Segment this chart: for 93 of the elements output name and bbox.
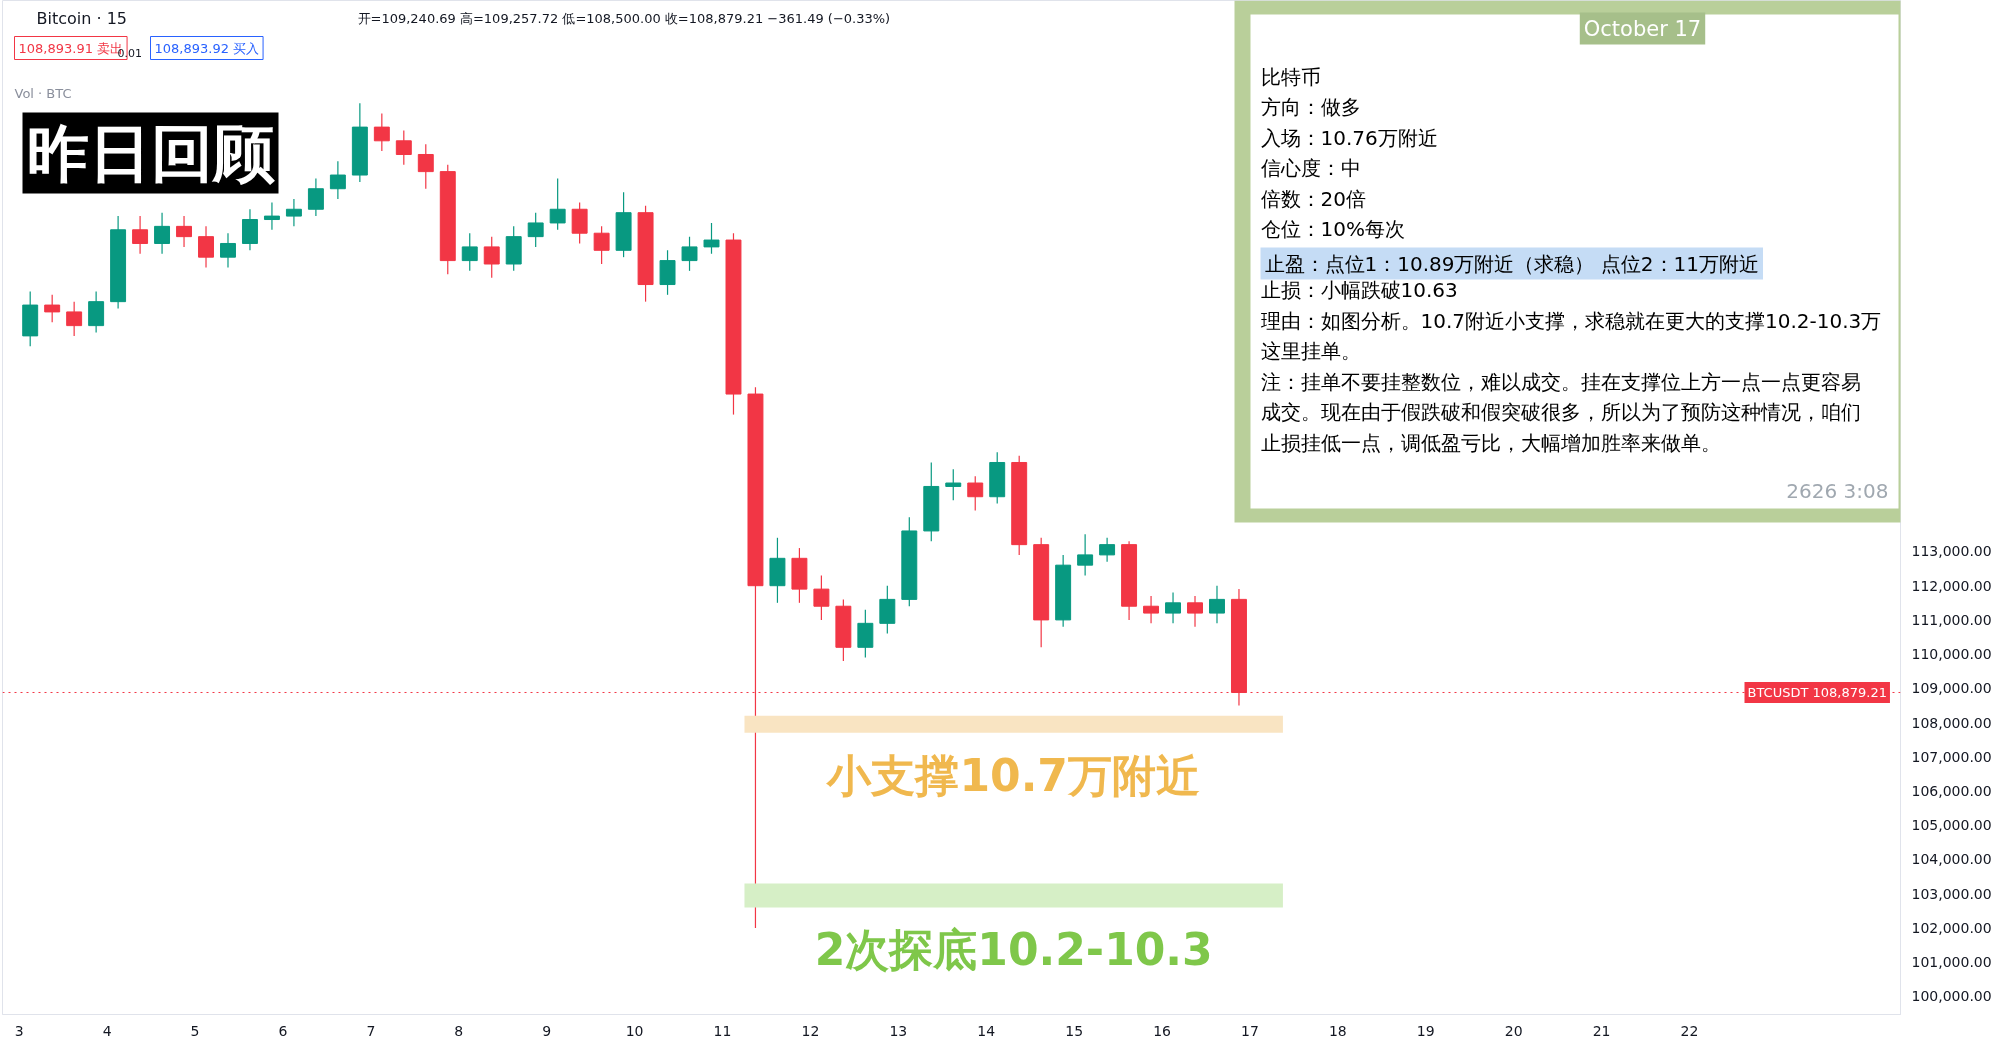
candlestick	[242, 208, 258, 251]
annotation: 止损：小幅跌破10.63	[1260, 278, 1458, 302]
annotation: 108,893.92 买入	[154, 40, 260, 56]
candlestick	[307, 177, 324, 217]
x-tick-label: 3	[14, 1022, 24, 1039]
candlestick	[88, 290, 105, 334]
x-tick-label: 5	[190, 1022, 200, 1039]
annotation: 理由：如图分析。10.7附近小支撑，求稳就在更大的支撑10.2-10.3万	[1260, 308, 1882, 333]
band-label: 小支撑10.7万附近	[825, 749, 1200, 801]
candlestick	[571, 201, 588, 245]
candlestick	[593, 225, 610, 265]
y-tick-label: 104,000.00	[1911, 851, 1992, 868]
candlestick	[1099, 537, 1116, 563]
annotation: October 17	[1583, 16, 1702, 41]
x-tick-label: 20	[1504, 1022, 1523, 1039]
y-tick-label: 109,000.00	[1911, 680, 1992, 697]
candlestick	[373, 112, 390, 152]
candlestick	[329, 160, 346, 200]
band-label: 2次探底10.2-10.3	[814, 924, 1213, 976]
y-tick-label: 108,000.00	[1911, 714, 1992, 731]
y-tick-label: 101,000.00	[1911, 954, 1992, 971]
candlestick	[945, 468, 962, 501]
x-tick-label: 12	[801, 1022, 820, 1039]
annotation: 这里挂单。	[1260, 339, 1361, 363]
y-tick-label: 107,000.00	[1911, 748, 1992, 765]
candlestick	[176, 215, 193, 248]
candlestick	[395, 129, 412, 166]
candlestick	[857, 609, 874, 659]
x-tick-label: 10	[625, 1022, 644, 1039]
annotation: 信心度：中	[1260, 156, 1361, 180]
annotation: Vol · BTC	[14, 85, 72, 101]
x-tick-label: 21	[1592, 1022, 1611, 1039]
candlestick	[154, 212, 171, 255]
y-tick-label: 111,000.00	[1911, 611, 1992, 628]
candlestick	[132, 215, 149, 255]
x-tick-label: 7	[366, 1022, 376, 1039]
candlestick	[879, 585, 896, 635]
x-tick-label: 13	[889, 1022, 908, 1039]
y-tick-label: 103,000.00	[1911, 885, 1992, 902]
candlestick	[659, 249, 676, 296]
x-tick-label: 22	[1680, 1022, 1699, 1039]
candlestick	[417, 143, 434, 190]
x-tick-label: 9	[542, 1022, 552, 1039]
y-tick-label: 100,000.00	[1911, 988, 1992, 1005]
x-tick-label: 8	[454, 1022, 464, 1039]
text: Bitcoin · 15	[36, 8, 127, 28]
candlestick	[1165, 591, 1182, 624]
candlestick	[220, 232, 236, 269]
candlestick	[1143, 595, 1160, 624]
annotation: 止损挂低一点，调低盈亏比，大幅增加胜率来做单。	[1260, 430, 1721, 455]
x-tick-label: 17	[1241, 1022, 1259, 1039]
candlestick	[285, 198, 302, 227]
annotation: 止盈：点位1：10.89万附近（求稳） 点位2：11万附近	[1264, 251, 1760, 276]
x-tick-label: 11	[713, 1022, 732, 1039]
annotation: 倍数：20倍	[1260, 186, 1366, 211]
candlestick	[703, 222, 720, 255]
candlestick	[527, 212, 544, 248]
annotation: 入场：10.76万附近	[1260, 125, 1438, 150]
x-tick-label: 16	[1153, 1022, 1172, 1039]
candlestick	[813, 574, 830, 621]
y-tick-label: 106,000.00	[1911, 783, 1992, 800]
candlestick	[198, 225, 214, 269]
candlestick	[549, 177, 566, 231]
ref-line-label: BTCUSDT 108,879.21	[1747, 685, 1887, 700]
x-tick-label: 19	[1416, 1022, 1435, 1039]
x-tick-label: 4	[102, 1022, 112, 1039]
x-tick-label: 18	[1328, 1022, 1347, 1039]
candlestick	[967, 475, 984, 512]
annotation: 注：挂单不要挂整数位，难以成交。挂在支撑位上方一点一点更容易	[1260, 369, 1861, 394]
text: 昨日回顾	[26, 116, 275, 190]
y-tick-label: 110,000.00	[1911, 646, 1992, 663]
candlestick	[44, 294, 61, 323]
candlestick	[1077, 533, 1094, 577]
y-tick-label: 113,000.00	[1911, 543, 1992, 560]
x-tick-label: 6	[278, 1022, 288, 1039]
annotation: 方向：做多	[1260, 95, 1361, 119]
candlestick	[461, 232, 478, 272]
candlestick	[263, 201, 280, 231]
candlestick	[483, 236, 500, 279]
candlestick	[1187, 595, 1203, 628]
y-tick-label: 112,000.00	[1911, 577, 1992, 594]
annotation: 成交。现在由于假跌破和假突破很多，所以为了预防这种情况，咱们	[1260, 400, 1861, 424]
annotation: 仓位：10%每次	[1260, 217, 1405, 241]
candlestick	[1209, 585, 1225, 624]
y-tick-label: 105,000.00	[1911, 817, 1992, 834]
candlestick	[66, 301, 83, 337]
annotation: 比特币	[1260, 64, 1321, 89]
annotation: 开=109,240.69 高=109,257.72 低=108,500.00 收=108,879.21 −361.49 (−0.33%)	[357, 10, 891, 26]
candlestick	[681, 236, 698, 272]
x-tick-label: 15	[1065, 1022, 1084, 1039]
annotation: 2626 3:08	[1786, 478, 1889, 503]
y-tick-label: 102,000.00	[1911, 919, 1992, 936]
x-tick-label: 14	[977, 1022, 996, 1039]
